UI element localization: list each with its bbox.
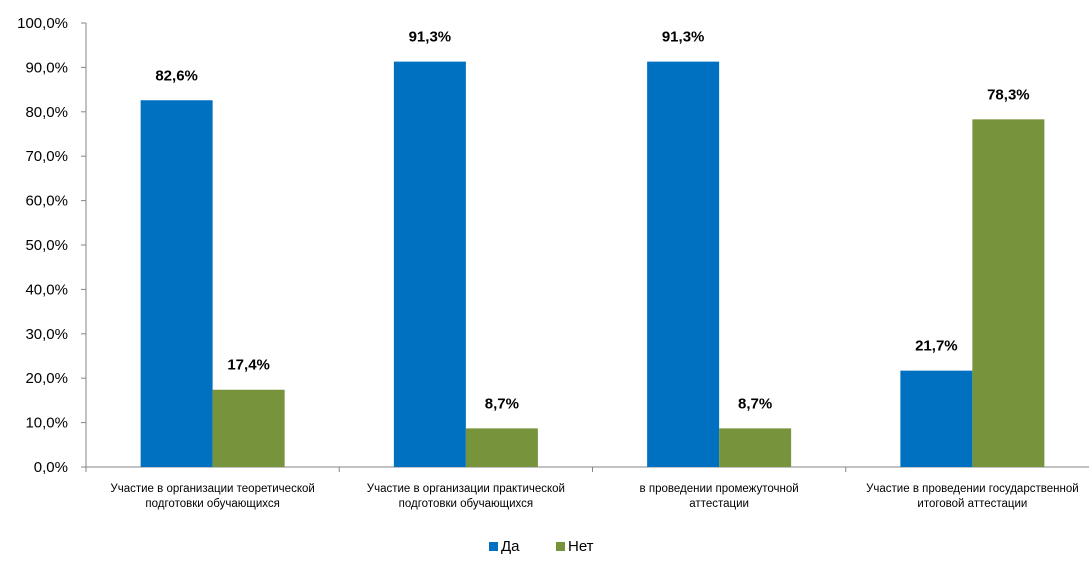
chart-bars <box>140 61 1045 468</box>
y-tick-label: 100,0% <box>17 15 68 32</box>
bar-net <box>719 428 792 467</box>
y-tick-label: 90,0% <box>25 59 68 76</box>
x-category-label: аттестации <box>689 498 749 510</box>
y-tick-label: 50,0% <box>25 237 68 254</box>
x-category-label: в проведении промежуточной <box>640 483 799 495</box>
x-category-label: Участие в организации практической <box>367 483 565 495</box>
y-tick-label: 10,0% <box>25 415 68 432</box>
data-label: 91,3% <box>409 29 452 46</box>
x-category-label: подготовки обучающихся <box>145 498 279 510</box>
x-category-label: итоговой аттестации <box>917 498 1027 510</box>
data-label: 78,3% <box>987 86 1030 103</box>
y-tick-label: 20,0% <box>25 370 68 387</box>
y-tick-label: 80,0% <box>25 104 68 121</box>
data-label: 91,3% <box>662 29 705 46</box>
legend-item-net: Нет <box>556 538 594 555</box>
data-label: 17,4% <box>227 357 270 374</box>
chart-labels: Участие в организации теоретической подго… <box>110 29 1078 510</box>
legend-label-da: Да <box>501 538 520 555</box>
data-label: 8,7% <box>738 395 772 412</box>
legend-swatch-net <box>556 542 565 551</box>
data-label: 8,7% <box>485 395 519 412</box>
y-tick-label: 60,0% <box>25 193 68 210</box>
bar-da <box>647 61 720 468</box>
y-tick-label: 0,0% <box>34 459 68 476</box>
x-category-label: подготовки обучающихся <box>399 498 533 510</box>
y-tick-label: 40,0% <box>25 281 68 298</box>
chart-axes: 0,0% 10,0% 20,0% 30,0% 40,0% 50,0% 60,0% 70,0% 8… <box>17 15 1089 476</box>
chart-legend: Да Нет <box>0 538 1089 558</box>
y-tick-label: 30,0% <box>25 326 68 343</box>
bar-da <box>140 100 213 468</box>
x-category-label: Участие в организации теоретической <box>110 483 314 495</box>
data-label: 21,7% <box>915 338 958 355</box>
bar-net <box>465 428 538 467</box>
legend-item-da: Да <box>489 538 520 555</box>
legend-label-net: Нет <box>568 538 594 555</box>
legend-swatch-da <box>489 542 498 551</box>
data-label: 82,6% <box>155 67 198 84</box>
bar-net <box>972 119 1045 468</box>
bar-da <box>393 61 466 468</box>
bar-da <box>900 370 973 467</box>
x-category-label: Участие в проведении государственной <box>866 483 1079 495</box>
y-tick-label: 70,0% <box>25 148 68 165</box>
bar-net <box>212 389 285 467</box>
